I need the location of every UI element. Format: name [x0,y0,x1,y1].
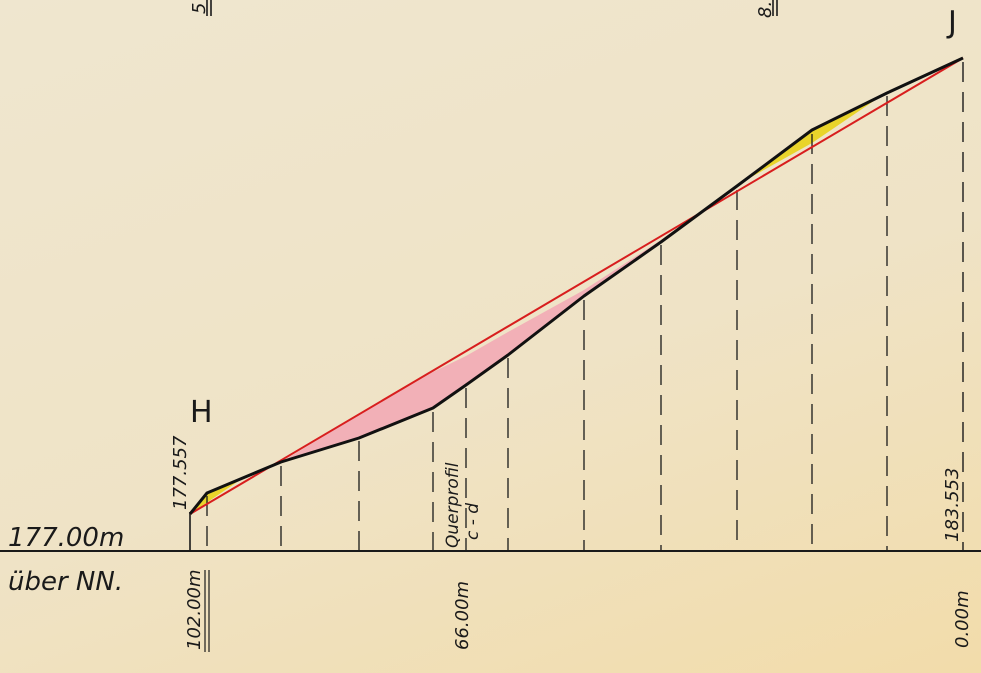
design-grade-line [189,57,964,515]
end-point-label: J [946,5,957,40]
top-label-right: 8. [755,1,776,18]
start-elevation-label: 177.557 [170,435,191,510]
cut-area [281,206,708,462]
distance-label-start: 102.00m [184,569,205,650]
distance-label-end: 0.00m [952,590,973,648]
datum-reference-label: über NN. [8,567,123,597]
distance-label-middle: 66.00m [452,581,473,650]
section-marker-line1: Querprofil [443,462,463,548]
section-marker-line2: c - d [463,503,483,540]
top-station-lines [206,0,778,16]
end-elevation-label: 183.553 [942,468,963,542]
start-point-label: H [190,395,213,430]
station-lines [206,96,888,551]
section-marker: Querprofil c - d [443,462,483,548]
datum-elevation-label: 177.00m [8,523,124,553]
top-label-left: 5 [189,3,210,14]
terrain-line [188,56,964,515]
